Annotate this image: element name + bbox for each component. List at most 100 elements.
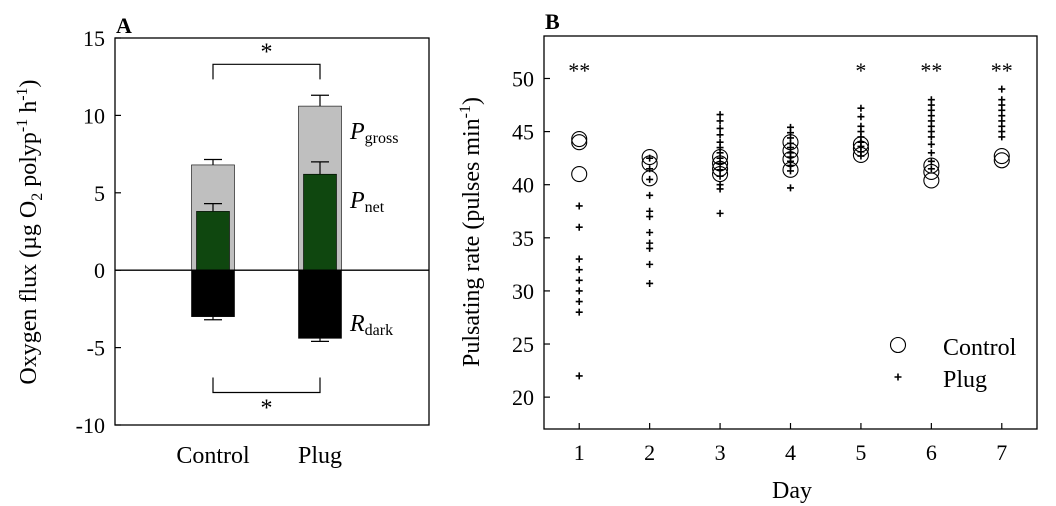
significance-bracket bbox=[212, 377, 321, 394]
y-tick-label: -10 bbox=[76, 413, 105, 438]
panel-a-bars bbox=[115, 94, 429, 343]
point-plug bbox=[575, 255, 583, 263]
panel-b-y-axis-title: Pulsating rate (pulses min-1) bbox=[457, 97, 485, 367]
panel-b-x-ticks: 1 2 3 4 5 6 7 bbox=[574, 423, 1007, 465]
y-tick-label: 35 bbox=[512, 226, 534, 251]
x-category-label: Control bbox=[176, 443, 250, 469]
panel-a-letter: A bbox=[116, 13, 132, 38]
point-plug bbox=[716, 209, 724, 217]
point-plug bbox=[575, 298, 583, 306]
significance-marker: ** bbox=[568, 58, 590, 83]
point-plug bbox=[927, 140, 935, 148]
panel-b-significance: ** * ** ** bbox=[568, 58, 1013, 83]
y-tick-label: 25 bbox=[512, 332, 534, 357]
legend-label-control: Control bbox=[943, 335, 1017, 361]
y-tick-label: 45 bbox=[512, 120, 534, 145]
point-plug bbox=[575, 372, 583, 380]
point-plug bbox=[716, 111, 724, 119]
y-tick-label: 10 bbox=[83, 103, 105, 128]
point-control bbox=[641, 149, 658, 166]
point-plug bbox=[575, 202, 583, 210]
panel-a-significance: ** bbox=[212, 39, 321, 421]
point-plug bbox=[646, 244, 654, 252]
x-tick-label: 7 bbox=[996, 440, 1007, 465]
point-plug bbox=[575, 287, 583, 295]
y-tick-label: 50 bbox=[512, 66, 534, 91]
panel-b-x-axis-title: Day bbox=[772, 478, 812, 504]
point-plug bbox=[716, 159, 724, 167]
point-plug bbox=[927, 149, 935, 157]
significance-marker: ** bbox=[920, 58, 942, 83]
panel-b-points bbox=[571, 85, 1010, 380]
bar-dark bbox=[298, 269, 342, 339]
series-label-gross: Pgross bbox=[349, 119, 398, 147]
point-control bbox=[571, 166, 588, 183]
y-tick-label: 40 bbox=[512, 173, 534, 198]
point-plug bbox=[646, 191, 654, 199]
point-plug bbox=[787, 184, 794, 192]
point-plug bbox=[857, 113, 865, 121]
significance-marker: ** bbox=[991, 58, 1013, 83]
x-tick-label: 3 bbox=[715, 440, 726, 465]
legend-symbol-plug bbox=[894, 373, 902, 381]
point-control bbox=[993, 147, 1010, 165]
point-control bbox=[571, 130, 588, 148]
series-label-dark: Rdark bbox=[349, 311, 393, 339]
panel-b-legend: Control Plug bbox=[889, 335, 1017, 393]
bar-net bbox=[196, 211, 230, 271]
y-tick-label: 30 bbox=[512, 279, 534, 304]
y-tick-label: 0 bbox=[94, 258, 105, 283]
point-plug bbox=[646, 260, 654, 268]
point-plug bbox=[646, 229, 654, 236]
x-tick-label: 1 bbox=[574, 440, 585, 465]
significance-star: * bbox=[261, 395, 273, 421]
panel-b-letter: B bbox=[545, 9, 560, 34]
point-control bbox=[923, 172, 940, 189]
point-plug bbox=[927, 165, 935, 173]
y-tick-label: -5 bbox=[87, 336, 105, 361]
panel-a-frame bbox=[114, 37, 430, 426]
point-plug bbox=[998, 133, 1006, 141]
y-tick-label: 15 bbox=[83, 26, 105, 51]
point-plug bbox=[646, 154, 654, 162]
panel-b-y-ticks: 20 25 30 35 40 45 50 bbox=[512, 66, 550, 410]
point-plug bbox=[716, 117, 724, 125]
panel-a: A 15 10 5 0 -5 -10 ** Pgross Pnet Rdark Control… bbox=[14, 13, 430, 469]
bar-dark bbox=[191, 269, 235, 317]
panel-a-y-axis-title: Oxygen flux (µg O2 polyp-1 h-1) bbox=[14, 79, 46, 384]
point-plug bbox=[716, 124, 724, 132]
point-plug bbox=[857, 104, 865, 112]
x-tick-label: 4 bbox=[785, 440, 796, 465]
point-plug bbox=[575, 276, 583, 284]
legend-label-plug: Plug bbox=[943, 367, 987, 393]
point-plug bbox=[646, 165, 654, 173]
point-plug bbox=[927, 157, 935, 165]
point-plug bbox=[998, 85, 1006, 93]
x-tick-label: 2 bbox=[644, 440, 655, 465]
point-control bbox=[571, 134, 588, 151]
x-category-label: Plug bbox=[298, 443, 342, 469]
point-plug bbox=[857, 152, 865, 160]
x-tick-label: 5 bbox=[855, 440, 866, 465]
point-plug bbox=[927, 133, 935, 141]
panel-a-series-labels: Pgross Pnet Rdark bbox=[349, 119, 398, 339]
point-plug bbox=[716, 131, 724, 139]
bar-net bbox=[303, 173, 337, 271]
significance-bracket bbox=[212, 63, 321, 80]
point-plug bbox=[646, 213, 654, 221]
point-control bbox=[993, 152, 1010, 169]
significance-marker: * bbox=[855, 58, 866, 83]
x-tick-label: 6 bbox=[926, 440, 937, 465]
y-tick-label: 5 bbox=[94, 181, 105, 206]
point-plug bbox=[575, 266, 583, 274]
legend-symbol-control bbox=[889, 336, 907, 354]
y-tick-label: 20 bbox=[512, 385, 534, 410]
panel-a-y-ticks: 15 10 5 0 -5 -10 bbox=[76, 26, 121, 438]
point-plug bbox=[716, 185, 724, 193]
panel-a-x-ticks: Control Plug bbox=[176, 443, 342, 469]
point-plug bbox=[646, 279, 654, 287]
series-label-net: Pnet bbox=[349, 188, 385, 216]
point-plug bbox=[716, 172, 724, 180]
